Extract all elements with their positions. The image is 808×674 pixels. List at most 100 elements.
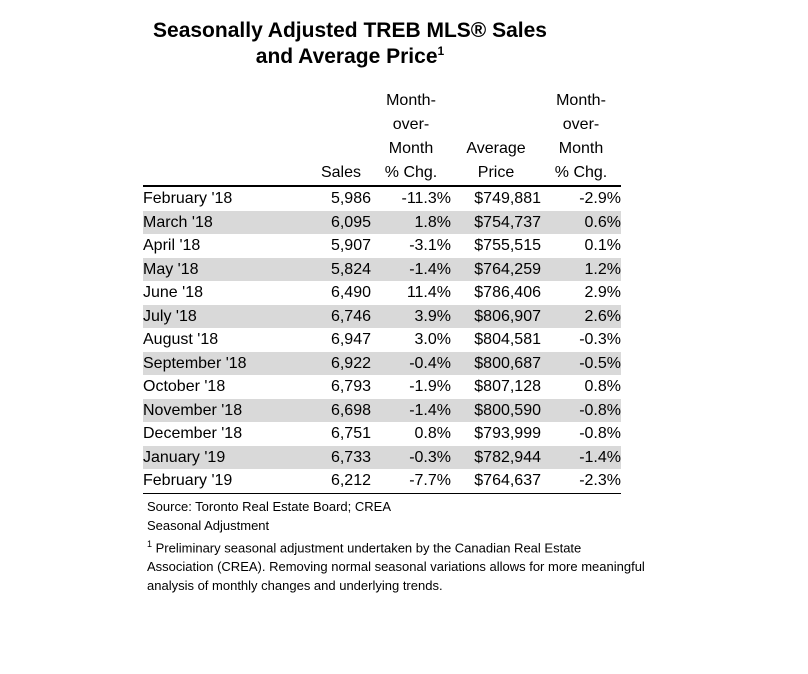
price-cell: $807,128	[474, 378, 541, 395]
table-notes: Source: Toronto Real Estate Board; CREA …	[147, 497, 647, 595]
footnote: 1 Preliminary seasonal adjustment undert…	[147, 535, 647, 595]
header-sales: Sales	[311, 89, 371, 187]
header-price-mom-line: over-	[562, 116, 600, 133]
sales-cell: 6,698	[311, 398, 371, 422]
table-row: July '18 6,746 3.9% $806,907 2.6%	[143, 304, 621, 328]
table-row: December '18 6,751 0.8% $793,999 -0.8%	[143, 422, 621, 446]
sales-change-cell: 3.0%	[414, 331, 451, 348]
month-cell: May '18	[143, 257, 311, 281]
price-cell: $782,944	[451, 445, 541, 469]
price-change-cell: 0.6%	[541, 210, 621, 234]
sales-cell: 6,746	[311, 304, 371, 328]
seasonal-adjustment-heading: Seasonal Adjustment	[147, 518, 270, 533]
sales-cell: 6,490	[330, 284, 371, 301]
price-change-cell: 2.6%	[541, 304, 621, 328]
header-price-mom-line: % Chg.	[554, 164, 608, 181]
title-footnote-mark: 1	[437, 44, 445, 58]
table-row: March '18 6,095 1.8% $754,737 0.6%	[143, 210, 621, 234]
sales-cell: 5,986	[330, 190, 371, 207]
price-cell: $806,907	[451, 304, 541, 328]
title-line-1: Seasonally Adjusted TREB MLS® Sales	[153, 19, 547, 42]
table-row: February '18 5,986 -11.3% $749,881 -2.9%	[143, 186, 621, 211]
price-cell: $804,581	[474, 331, 541, 348]
sales-change-cell: -1.9%	[409, 378, 451, 395]
price-change-cell: -0.8%	[579, 425, 621, 442]
table-row: November '18 6,698 -1.4% $800,590 -0.8%	[143, 398, 621, 422]
table-row: September '18 6,922 -0.4% $800,687 -0.5%	[143, 351, 621, 375]
table-row: February '19 6,212 -7.7% $764,637 -2.3%	[143, 469, 621, 494]
month-cell: June '18	[143, 284, 203, 301]
source-note: Source: Toronto Real Estate Board; CREA	[147, 499, 391, 514]
sales-change-cell: 0.8%	[414, 425, 451, 442]
table-row: April '18 5,907 -3.1% $755,515 0.1%	[143, 234, 621, 258]
title-line-2-text: and Average Price	[255, 45, 438, 68]
month-cell: January '19	[143, 445, 311, 469]
month-cell: July '18	[143, 304, 311, 328]
sales-change-cell: -1.4%	[371, 257, 451, 281]
price-cell: $755,515	[474, 237, 541, 254]
price-change-cell: 0.1%	[584, 237, 621, 254]
price-change-cell: -0.8%	[541, 398, 621, 422]
sales-price-table: Sales Month- over- Month % Chg. Average …	[143, 89, 621, 494]
table-title: Seasonally Adjusted TREB MLS® Sales and …	[140, 18, 560, 70]
table-row: January '19 6,733 -0.3% $782,944 -1.4%	[143, 445, 621, 469]
sales-cell: 5,907	[330, 237, 371, 254]
price-change-cell: 2.9%	[584, 284, 621, 301]
sales-cell: 6,733	[311, 445, 371, 469]
month-cell: October '18	[143, 378, 226, 395]
price-cell: $764,637	[451, 469, 541, 494]
price-cell: $749,881	[474, 190, 541, 207]
sales-change-cell: 1.8%	[371, 210, 451, 234]
header-sales-mom: Month- over- Month % Chg.	[371, 89, 451, 187]
month-cell: August '18	[143, 331, 219, 348]
header-price-mom-line: Month	[558, 140, 604, 157]
header-price: Average Price	[451, 89, 541, 187]
header-price-mom: Month- over- Month % Chg.	[541, 89, 621, 187]
sales-change-cell: -3.1%	[409, 237, 451, 254]
month-cell: February '18	[143, 190, 233, 207]
price-cell: $754,737	[451, 210, 541, 234]
header-sales-mom-line: Month	[388, 140, 434, 157]
price-cell: $793,999	[474, 425, 541, 442]
title-line-2: and Average Price1	[140, 44, 560, 70]
sales-cell: 6,212	[311, 469, 371, 494]
price-cell: $800,687	[451, 351, 541, 375]
price-change-cell: -1.4%	[541, 445, 621, 469]
month-cell: December '18	[143, 425, 243, 442]
sales-change-cell: 3.9%	[371, 304, 451, 328]
header-row: Sales Month- over- Month % Chg. Average …	[143, 89, 621, 187]
price-cell: $786,406	[474, 284, 541, 301]
sales-change-cell: -7.7%	[371, 469, 451, 494]
sales-cell: 6,793	[330, 378, 371, 395]
sales-cell: 5,824	[311, 257, 371, 281]
sales-cell: 6,095	[311, 210, 371, 234]
month-cell: April '18	[143, 237, 201, 254]
sales-cell: 6,751	[330, 425, 371, 442]
header-price-line: Average	[466, 140, 526, 157]
header-sales-mom-line: % Chg.	[384, 164, 438, 181]
price-change-cell: 1.2%	[541, 257, 621, 281]
price-change-cell: -0.3%	[579, 331, 621, 348]
header-month	[143, 89, 311, 187]
table-row: October '18 6,793 -1.9% $807,128 0.8%	[143, 375, 621, 399]
price-cell: $764,259	[451, 257, 541, 281]
price-change-cell: -0.5%	[541, 351, 621, 375]
footnote-text: Preliminary seasonal adjustment undertak…	[147, 540, 645, 594]
price-change-cell: 0.8%	[584, 378, 621, 395]
price-change-cell: -2.9%	[579, 190, 621, 207]
month-cell: November '18	[143, 398, 311, 422]
header-price-mom-line: Month-	[556, 92, 606, 109]
sales-change-cell: -0.4%	[371, 351, 451, 375]
month-cell: February '19	[143, 469, 311, 494]
sales-change-cell: -1.4%	[371, 398, 451, 422]
header-price-line: Price	[477, 164, 515, 181]
price-cell: $800,590	[451, 398, 541, 422]
footnote-mark: 1	[147, 539, 153, 549]
sales-change-cell: -11.3%	[401, 190, 451, 207]
header-sales-mom-line: over-	[392, 116, 430, 133]
price-change-cell: -2.3%	[541, 469, 621, 494]
table-row: August '18 6,947 3.0% $804,581 -0.3%	[143, 328, 621, 352]
header-sales-mom-line: Month-	[386, 92, 436, 109]
table-row: May '18 5,824 -1.4% $764,259 1.2%	[143, 257, 621, 281]
month-cell: March '18	[143, 210, 311, 234]
